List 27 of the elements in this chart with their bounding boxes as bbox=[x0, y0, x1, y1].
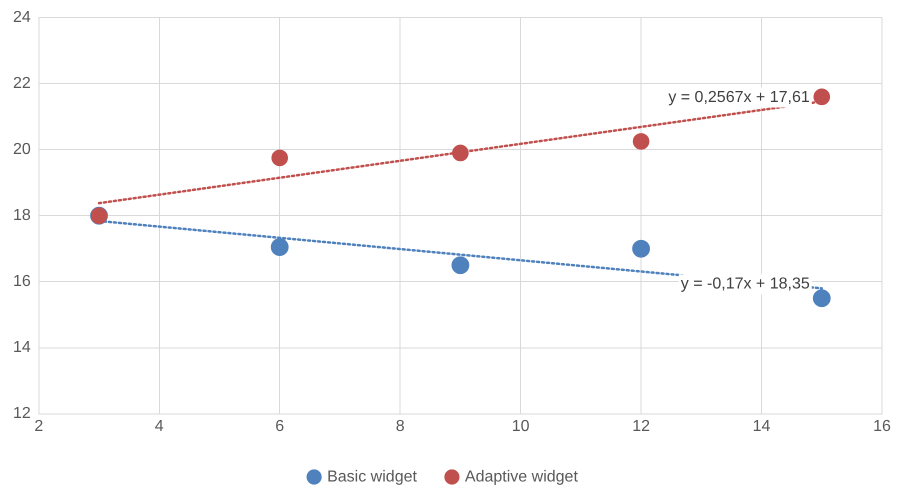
legend-label: Basic widget bbox=[327, 468, 418, 486]
point bbox=[270, 238, 289, 256]
point bbox=[452, 256, 470, 274]
annotation: y = -0,17x + 18,35 bbox=[680, 276, 810, 293]
x-tick-label: 12 bbox=[632, 418, 650, 435]
x-tick-label: 4 bbox=[154, 418, 164, 435]
x-tick-label: 6 bbox=[275, 418, 284, 435]
point bbox=[632, 133, 650, 150]
y-tick-label: 12 bbox=[13, 405, 31, 422]
point bbox=[812, 289, 831, 308]
x-tick-label: 16 bbox=[873, 418, 891, 435]
y-tick-label: 20 bbox=[13, 141, 31, 158]
point bbox=[271, 150, 288, 166]
y-tick-label: 22 bbox=[13, 75, 31, 92]
y-tick-label: 18 bbox=[13, 207, 31, 224]
x-tick-label: 14 bbox=[752, 418, 771, 435]
legend-label: Adaptive widget bbox=[464, 468, 578, 486]
y-tick-label: 14 bbox=[13, 339, 31, 356]
x-tick-label: 10 bbox=[512, 418, 530, 435]
x-tick-label: 2 bbox=[34, 418, 44, 435]
point bbox=[632, 240, 650, 258]
x-tick-label: 8 bbox=[396, 418, 405, 435]
point bbox=[813, 88, 830, 106]
annotation: y = 0,2567x + 17,61 bbox=[668, 88, 810, 106]
y-tick-label: 24 bbox=[13, 9, 31, 26]
y-tick-label: 16 bbox=[13, 273, 31, 290]
point bbox=[452, 144, 469, 162]
